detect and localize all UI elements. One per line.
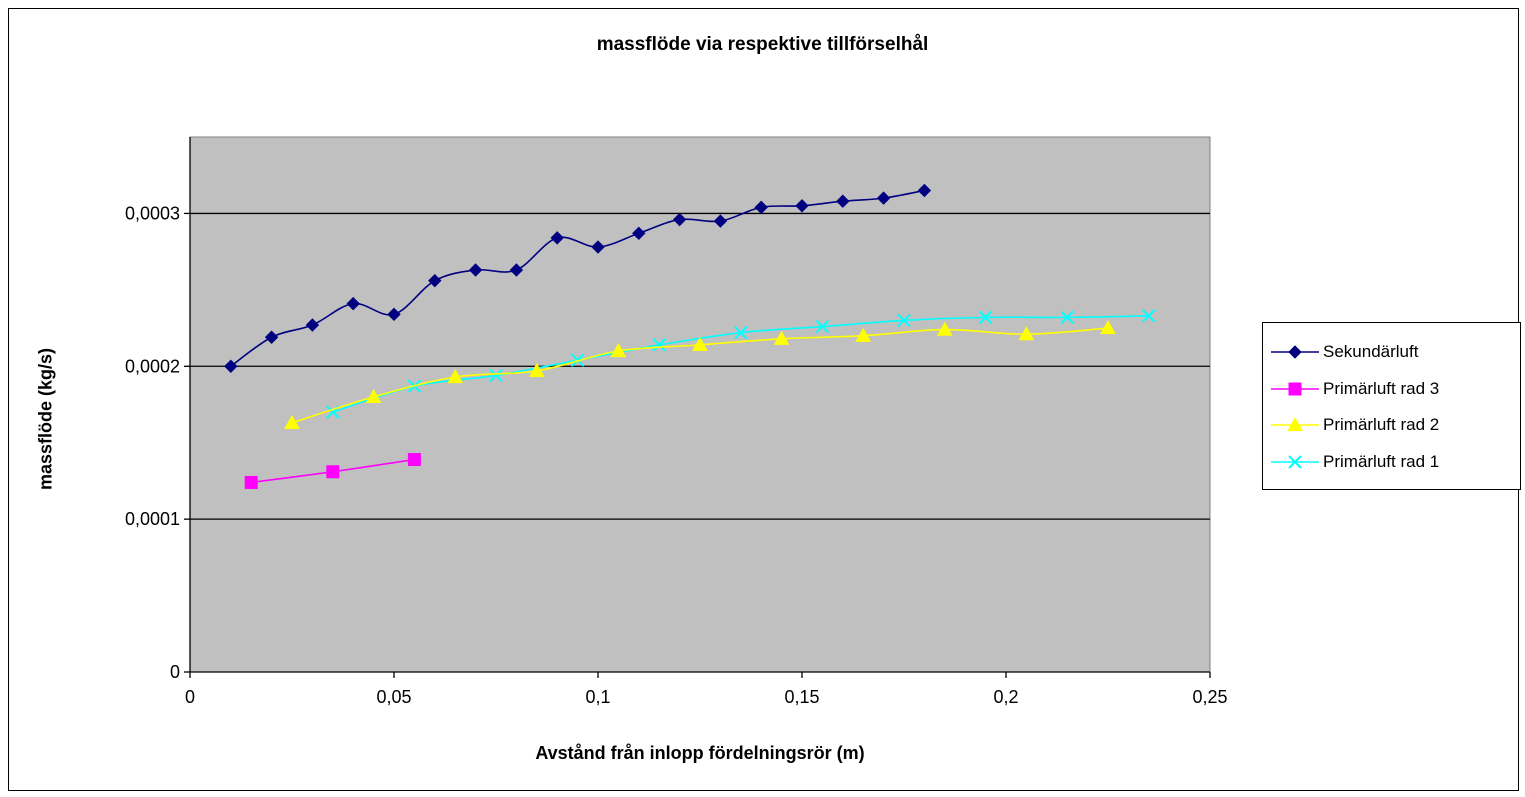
chart-title: massflöde via respektive tillförselhål: [596, 34, 929, 55]
data-point-primarluft-rad-2: [1100, 320, 1116, 335]
data-point-sekundarluft: [264, 330, 279, 344]
data-point-sekundarluft: [713, 214, 728, 228]
data-point-sekundarluft: [754, 200, 768, 215]
data-point-sekundarluft: [917, 183, 932, 198]
data-point-primarluft-rad-2: [855, 327, 872, 342]
legend-marker-sekundarluft: [1271, 345, 1319, 359]
legend-marker: [1288, 382, 1302, 396]
legend-label: Primärluft rad 3: [1323, 379, 1440, 398]
data-point-sekundarluft: [591, 240, 605, 254]
x-tick-label: 0,05: [376, 687, 411, 707]
legend-item: Sekundärluft: [1263, 340, 1522, 364]
data-point-primarluft-rad-2: [528, 362, 545, 377]
legend-item: Primärluft rad 1: [1263, 450, 1522, 474]
data-point-sekundarluft: [672, 212, 687, 227]
data-point-sekundarluft: [836, 194, 850, 208]
data-point-primarluft-rad-3: [407, 453, 421, 467]
data-point-primarluft-rad-1: [652, 338, 666, 352]
x-tick-label: 0,25: [1192, 687, 1227, 707]
data-point-sekundarluft: [387, 307, 401, 322]
data-point-sekundarluft: [224, 359, 238, 373]
data-point-sekundarluft: [468, 263, 483, 277]
y-tick-label: 0,0001: [125, 509, 180, 529]
x-tick-label: 0: [185, 687, 195, 707]
data-point-primarluft-rad-1: [489, 368, 503, 383]
data-point-primarluft-rad-2: [936, 321, 953, 336]
legend-label: Sekundärluft: [1323, 342, 1419, 361]
x-tick-label: 0,2: [993, 687, 1018, 707]
data-point-primarluft-rad-2: [284, 414, 300, 429]
data-point-sekundarluft: [305, 318, 320, 332]
legend-marker-primarluft-rad-1: [1271, 455, 1319, 469]
data-point-primarluft-rad-1: [1060, 310, 1074, 325]
x-tick-label: 0,1: [585, 687, 610, 707]
data-point-primarluft-rad-1: [978, 310, 993, 325]
data-point-primarluft-rad-2: [447, 368, 464, 384]
legend: Sekundärluft Primärluft rad 3 Primärluft…: [1262, 322, 1521, 490]
y-tick-label: 0: [170, 662, 180, 682]
data-point-sekundarluft: [632, 226, 646, 241]
data-point-primarluft-rad-1: [815, 319, 830, 334]
data-point-sekundarluft: [346, 296, 360, 311]
plot-background: [189, 136, 1211, 673]
legend-marker: [1288, 455, 1302, 469]
legend-marker: [1288, 345, 1302, 359]
data-point-primarluft-rad-1: [897, 313, 911, 328]
data-point-primarluft-rad-2: [692, 336, 708, 351]
legend-label: Primärluft rad 1: [1323, 452, 1440, 471]
data-point-primarluft-rad-2: [610, 342, 627, 358]
data-point-primarluft-rad-2: [1018, 326, 1035, 341]
data-point-sekundarluft: [550, 231, 564, 245]
data-point-sekundarluft: [428, 273, 442, 288]
legend-label: Primärluft rad 2: [1323, 415, 1440, 434]
data-point-sekundarluft: [509, 263, 524, 277]
legend-marker-primarluft-rad-3: [1271, 382, 1319, 396]
legend-marker: [1287, 416, 1303, 432]
x-axis-label: Avstånd från inlopp fördelningsrör (m): [535, 743, 865, 763]
x-tick-label: 0,15: [784, 687, 819, 707]
data-point-primarluft-rad-3: [244, 475, 258, 489]
legend-item: Primärluft rad 3: [1263, 377, 1522, 401]
data-point-sekundarluft: [795, 199, 809, 213]
data-point-primarluft-rad-3: [326, 465, 340, 479]
y-tick-label: 0,0003: [125, 203, 180, 223]
legend-marker-primarluft-rad-2: [1271, 416, 1319, 432]
data-point-sekundarluft: [876, 191, 891, 205]
y-axis-label: massflöde (kg/s): [35, 347, 56, 491]
y-tick-label: 0,0002: [125, 356, 180, 376]
data-point-primarluft-rad-2: [773, 330, 790, 345]
data-point-primarluft-rad-2: [365, 388, 382, 403]
legend-item: Primärluft rad 2: [1263, 413, 1522, 437]
data-point-primarluft-rad-1: [1142, 309, 1156, 323]
data-point-primarluft-rad-1: [734, 325, 748, 340]
